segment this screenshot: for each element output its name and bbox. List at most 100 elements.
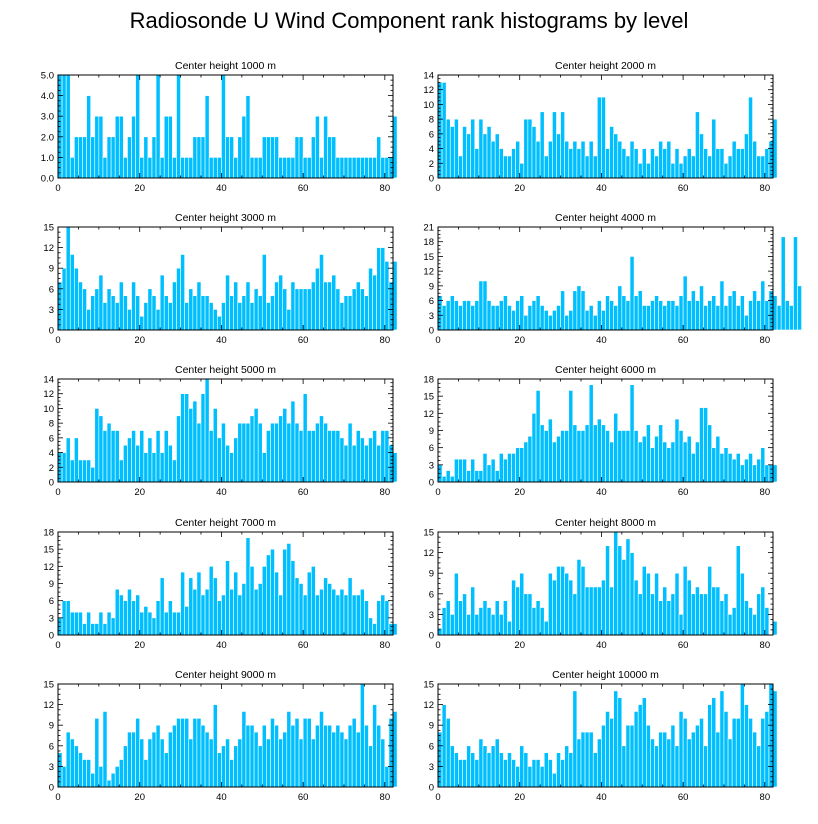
bar	[192, 400, 198, 483]
y-tick-label: 9	[49, 721, 54, 732]
bar	[662, 731, 668, 788]
x-tick-label: 40	[216, 183, 227, 194]
bar	[662, 441, 668, 483]
y-tick-label: 12	[43, 389, 54, 400]
bar	[507, 752, 512, 788]
bar	[380, 594, 386, 636]
bar	[172, 459, 177, 483]
bar	[490, 614, 496, 636]
bar	[633, 148, 639, 179]
bar	[343, 594, 349, 636]
bar	[86, 459, 91, 483]
bar	[274, 724, 279, 788]
bar	[78, 136, 83, 179]
bar	[261, 136, 267, 179]
bar	[360, 683, 365, 788]
y-tick-label: 15	[43, 680, 54, 691]
bar	[168, 115, 173, 179]
bar	[715, 305, 721, 331]
x-tick-label: 80	[380, 640, 391, 651]
bar	[351, 718, 357, 788]
bar	[609, 300, 614, 331]
bar	[597, 300, 602, 331]
bar	[507, 305, 512, 331]
bar	[617, 285, 623, 331]
bar	[155, 430, 161, 483]
bar	[548, 314, 553, 331]
bar	[654, 155, 659, 179]
bar	[347, 295, 353, 331]
bar	[568, 148, 574, 179]
bar	[789, 305, 794, 331]
x-tick-label: 80	[380, 335, 391, 346]
bar	[196, 571, 202, 636]
bar	[454, 572, 459, 636]
bar	[568, 579, 574, 636]
bar	[192, 588, 198, 636]
bar	[666, 300, 672, 331]
bar	[678, 295, 684, 331]
bar	[723, 593, 729, 636]
bar	[74, 611, 79, 636]
bar	[204, 295, 210, 331]
bar	[245, 281, 251, 331]
bar	[543, 310, 549, 331]
bar	[748, 607, 753, 636]
bar	[564, 314, 570, 331]
bar	[188, 157, 194, 179]
bar	[355, 731, 361, 788]
bar	[458, 458, 463, 483]
bar	[588, 384, 594, 483]
x-tick-label: 80	[760, 487, 771, 498]
y-tick-label: 3	[429, 460, 434, 471]
bar	[641, 566, 647, 636]
bar	[605, 545, 610, 636]
bar	[200, 724, 206, 788]
x-tick-label: 0	[55, 487, 60, 498]
bar	[245, 422, 251, 483]
bar	[486, 464, 492, 483]
bar	[507, 453, 512, 483]
bar	[760, 586, 766, 636]
bar	[780, 236, 786, 331]
bar	[744, 314, 749, 331]
bar	[310, 738, 316, 788]
chart-panel-9: Center height 9000 m 0 3 6 9 12 15 0 20 40 60 80	[43, 669, 398, 803]
bar	[233, 281, 239, 331]
bar	[613, 413, 619, 483]
bar	[335, 288, 341, 331]
bar	[270, 422, 275, 483]
bar	[306, 430, 312, 483]
bar	[253, 288, 259, 331]
bar	[470, 586, 476, 636]
bar	[392, 452, 398, 483]
bar	[690, 453, 696, 483]
bar	[139, 611, 145, 636]
bar	[580, 290, 586, 331]
bar	[147, 288, 153, 331]
bar	[355, 281, 361, 331]
bar	[454, 300, 459, 331]
bar	[735, 305, 741, 331]
bar	[306, 288, 312, 331]
bar	[225, 274, 230, 331]
bar	[188, 738, 194, 788]
bar	[543, 430, 549, 483]
bar	[527, 305, 533, 331]
bar	[654, 435, 659, 483]
bar	[118, 115, 124, 179]
bar	[82, 623, 87, 636]
y-tick-label: 6	[429, 296, 434, 307]
x-tick-label: 20	[514, 640, 525, 651]
bar	[347, 724, 353, 788]
bar	[106, 779, 112, 788]
bar	[621, 430, 627, 483]
bar	[327, 430, 333, 483]
bar	[531, 607, 537, 636]
bar	[711, 118, 717, 179]
bar	[756, 155, 762, 179]
bar	[670, 162, 676, 179]
bar	[278, 274, 283, 331]
bar	[568, 752, 574, 788]
bar	[274, 422, 279, 483]
